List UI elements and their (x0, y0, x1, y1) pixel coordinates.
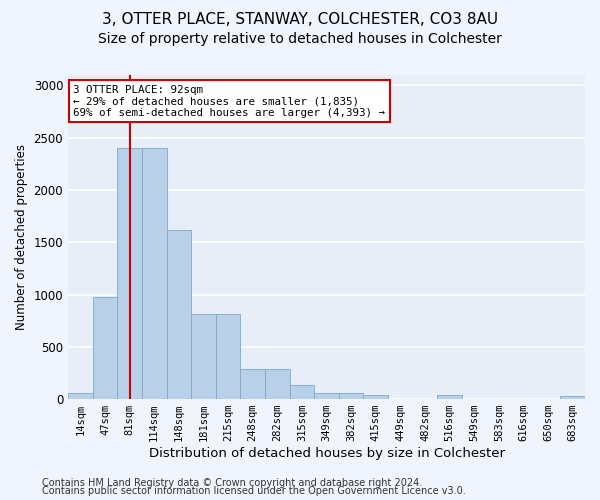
Text: 3 OTTER PLACE: 92sqm
← 29% of detached houses are smaller (1,835)
69% of semi-de: 3 OTTER PLACE: 92sqm ← 29% of detached h… (73, 84, 385, 118)
Bar (216, 314, 241, 399)
Y-axis label: Number of detached properties: Number of detached properties (15, 144, 28, 330)
Bar (92, 297, 117, 399)
Bar (265, 369, 290, 399)
Bar (117, 148, 142, 399)
Bar (339, 393, 364, 399)
Bar (142, 148, 167, 399)
Bar (364, 395, 388, 399)
Bar (437, 395, 462, 399)
Text: Contains HM Land Registry data © Crown copyright and database right 2024.: Contains HM Land Registry data © Crown c… (42, 478, 422, 488)
Text: Size of property relative to detached houses in Colchester: Size of property relative to detached ho… (98, 32, 502, 46)
Bar (241, 369, 265, 399)
Bar (167, 230, 191, 399)
Bar (191, 314, 216, 399)
Bar (314, 393, 339, 399)
Bar (560, 396, 585, 399)
X-axis label: Distribution of detached houses by size in Colchester: Distribution of detached houses by size … (149, 447, 505, 460)
Text: 3, OTTER PLACE, STANWAY, COLCHESTER, CO3 8AU: 3, OTTER PLACE, STANWAY, COLCHESTER, CO3… (102, 12, 498, 28)
Bar (290, 386, 314, 399)
Text: Contains public sector information licensed under the Open Government Licence v3: Contains public sector information licen… (42, 486, 466, 496)
Bar (68, 393, 92, 399)
